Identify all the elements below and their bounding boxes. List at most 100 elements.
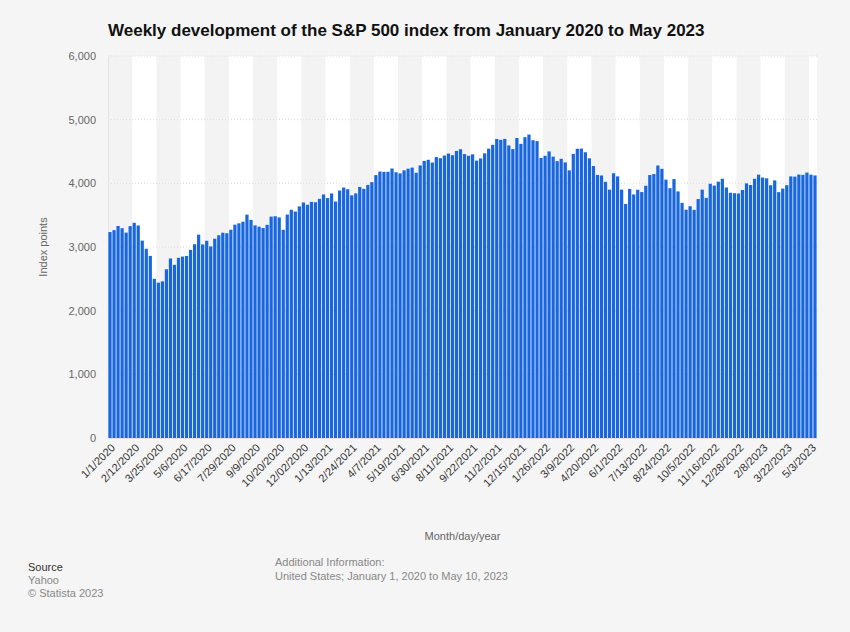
bar <box>370 182 373 438</box>
bar <box>431 163 434 438</box>
bars <box>108 135 816 438</box>
bar <box>552 157 555 438</box>
bar <box>680 203 683 438</box>
bar <box>225 233 228 438</box>
bar <box>221 233 224 438</box>
bar <box>298 206 301 438</box>
bar <box>120 228 123 438</box>
bar <box>580 149 583 438</box>
bar <box>165 269 168 438</box>
bar <box>326 198 329 438</box>
bar <box>737 194 740 438</box>
bar <box>237 223 240 438</box>
bar <box>423 161 426 438</box>
bar <box>435 157 438 438</box>
y-axis-title: Index points <box>37 217 49 277</box>
bar <box>519 144 522 438</box>
bar <box>781 189 784 438</box>
y-tick: 4,000 <box>68 177 108 189</box>
bar <box>310 202 313 438</box>
bar <box>733 193 736 438</box>
bar <box>145 249 148 438</box>
bar <box>463 154 466 438</box>
bar <box>439 158 442 438</box>
bar <box>294 212 297 438</box>
bar <box>511 149 514 438</box>
bar <box>455 151 458 438</box>
bar <box>672 179 675 438</box>
bar <box>785 185 788 438</box>
x-axis-line <box>109 438 818 439</box>
bar <box>725 188 728 438</box>
bar <box>213 239 216 438</box>
bar <box>572 154 575 438</box>
plot-stripe <box>398 56 422 438</box>
bar <box>789 176 792 438</box>
bar <box>547 151 550 438</box>
bar <box>564 162 567 438</box>
bar <box>233 225 236 438</box>
grid-line <box>108 119 817 120</box>
bar <box>616 176 619 438</box>
bar <box>330 193 333 438</box>
bar <box>386 172 389 438</box>
bar <box>394 172 397 438</box>
bar <box>507 145 510 438</box>
bar <box>338 191 341 438</box>
bar <box>761 178 764 438</box>
bar <box>801 175 804 438</box>
bar <box>721 179 724 438</box>
bar <box>181 257 184 438</box>
source-heading: Source <box>28 561 63 573</box>
bar <box>527 135 530 438</box>
y-axis: 01,0002,0003,0004,0005,0006,000 <box>68 50 108 444</box>
title: Weekly development of the S&P 500 index … <box>108 21 705 40</box>
bar <box>608 190 611 438</box>
bar <box>322 194 325 438</box>
bar <box>374 175 377 438</box>
source-text: Yahoo <box>28 574 59 586</box>
bar <box>531 140 534 438</box>
bar <box>407 169 410 438</box>
bar <box>684 210 687 438</box>
bar <box>382 172 385 438</box>
bar <box>576 149 579 438</box>
bar <box>427 160 430 438</box>
bar <box>604 182 607 438</box>
y-tick: 2,000 <box>68 305 108 317</box>
plot-stripe <box>446 56 470 438</box>
bar <box>205 241 208 438</box>
bar <box>813 175 816 438</box>
bar <box>809 175 812 438</box>
bar <box>314 202 317 438</box>
bar <box>362 189 365 438</box>
bar <box>640 192 643 438</box>
bar <box>483 153 486 438</box>
bar <box>515 138 518 438</box>
plot-stripe <box>785 56 809 438</box>
footer: SourceYahoo© Statista 2023Additional Inf… <box>28 556 508 599</box>
bar <box>499 140 502 438</box>
bar <box>539 158 542 438</box>
bar <box>487 149 490 438</box>
bar <box>447 154 450 438</box>
bar <box>701 190 704 438</box>
bar <box>479 158 482 438</box>
plot-background <box>108 56 817 438</box>
bar <box>773 180 776 438</box>
bar <box>717 182 720 438</box>
bar <box>443 156 446 438</box>
bar <box>535 141 538 438</box>
y-tick-label: 2,000 <box>68 305 96 317</box>
bar <box>398 173 401 438</box>
plot-stripe <box>350 56 374 438</box>
bar <box>378 172 381 438</box>
bar <box>713 186 716 438</box>
bar <box>656 166 659 438</box>
bar <box>777 192 780 438</box>
bar <box>169 258 172 438</box>
bar <box>568 170 571 438</box>
bar <box>648 175 651 438</box>
bar <box>491 145 494 438</box>
bar <box>257 227 260 438</box>
